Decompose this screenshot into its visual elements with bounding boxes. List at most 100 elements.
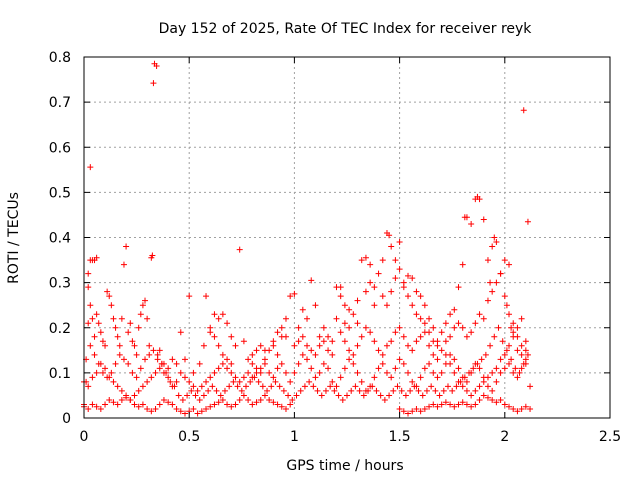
data-point <box>392 329 399 336</box>
data-point <box>125 329 132 336</box>
data-point <box>367 329 374 336</box>
data-point <box>120 261 127 268</box>
data-point <box>123 394 130 401</box>
data-point <box>476 311 483 318</box>
data-point <box>149 252 156 259</box>
data-point <box>480 378 487 385</box>
data-point <box>503 302 510 309</box>
data-point <box>97 329 104 336</box>
data-point <box>451 356 458 363</box>
data-point <box>316 333 323 340</box>
data-point <box>463 333 470 340</box>
data-point <box>226 383 233 390</box>
data-point <box>362 324 369 331</box>
data-point <box>337 293 344 300</box>
data-point <box>480 315 487 322</box>
data-point <box>139 401 146 408</box>
data-point <box>118 396 125 403</box>
data-point <box>341 338 348 345</box>
data-point <box>146 351 153 358</box>
data-point <box>112 324 119 331</box>
data-point <box>135 324 142 331</box>
data-point <box>282 333 289 340</box>
data-point <box>388 338 395 345</box>
data-point <box>369 383 376 390</box>
data-point <box>93 369 100 376</box>
data-point <box>434 342 441 349</box>
data-point <box>205 387 212 394</box>
data-point <box>501 351 508 358</box>
data-point <box>447 401 454 408</box>
data-point <box>466 369 473 376</box>
data-point <box>350 360 357 367</box>
data-point <box>192 392 199 399</box>
data-point <box>405 410 412 417</box>
data-point <box>386 232 393 239</box>
data-point <box>282 315 289 322</box>
data-point <box>484 374 491 381</box>
data-point <box>295 324 302 331</box>
data-point <box>215 315 222 322</box>
data-point <box>257 396 264 403</box>
data-point <box>386 392 393 399</box>
data-point <box>261 347 268 354</box>
data-point <box>476 196 483 203</box>
data-point <box>522 403 529 410</box>
data-point <box>274 329 281 336</box>
data-point <box>156 365 163 372</box>
data-point <box>181 374 188 381</box>
data-point <box>527 383 534 390</box>
data-point <box>442 351 449 358</box>
data-point <box>213 387 220 394</box>
data-point <box>110 399 117 406</box>
data-point <box>341 365 348 372</box>
data-point <box>270 374 277 381</box>
x-axis-label: GPS time / hours <box>286 458 403 474</box>
data-point <box>308 365 315 372</box>
data-point <box>329 378 336 385</box>
data-point <box>362 254 369 261</box>
data-point <box>144 405 151 412</box>
data-point <box>455 365 462 372</box>
data-point <box>480 392 487 399</box>
data-point <box>379 257 386 264</box>
data-point <box>232 374 239 381</box>
data-point <box>203 405 210 412</box>
y-tick-label: 0.1 <box>49 366 71 382</box>
data-point <box>514 408 521 415</box>
data-point <box>165 365 172 372</box>
data-point <box>234 383 241 390</box>
x-tick-label: 2 <box>500 429 509 445</box>
data-point <box>152 369 159 376</box>
data-point <box>249 401 256 408</box>
data-point <box>438 401 445 408</box>
data-point <box>451 369 458 376</box>
data-point <box>219 351 226 358</box>
data-point <box>308 277 315 284</box>
data-point <box>209 383 216 390</box>
data-point <box>253 399 260 406</box>
data-point <box>249 360 256 367</box>
data-point <box>333 315 340 322</box>
data-point <box>167 378 174 385</box>
data-point <box>472 387 479 394</box>
data-point <box>224 365 231 372</box>
data-point <box>444 383 451 390</box>
x-tick-label: 1 <box>290 429 299 445</box>
data-point <box>491 234 498 241</box>
data-point <box>131 401 138 408</box>
data-point <box>139 302 146 309</box>
data-point <box>169 356 176 363</box>
data-point <box>434 403 441 410</box>
data-point <box>257 365 264 372</box>
data-point <box>421 365 428 372</box>
data-point <box>293 392 300 399</box>
data-point <box>514 324 521 331</box>
data-point <box>438 347 445 354</box>
data-point <box>200 342 207 349</box>
data-point <box>312 302 319 309</box>
data-point <box>449 387 456 394</box>
data-point <box>133 351 140 358</box>
data-point <box>358 257 365 264</box>
data-point <box>177 329 184 336</box>
